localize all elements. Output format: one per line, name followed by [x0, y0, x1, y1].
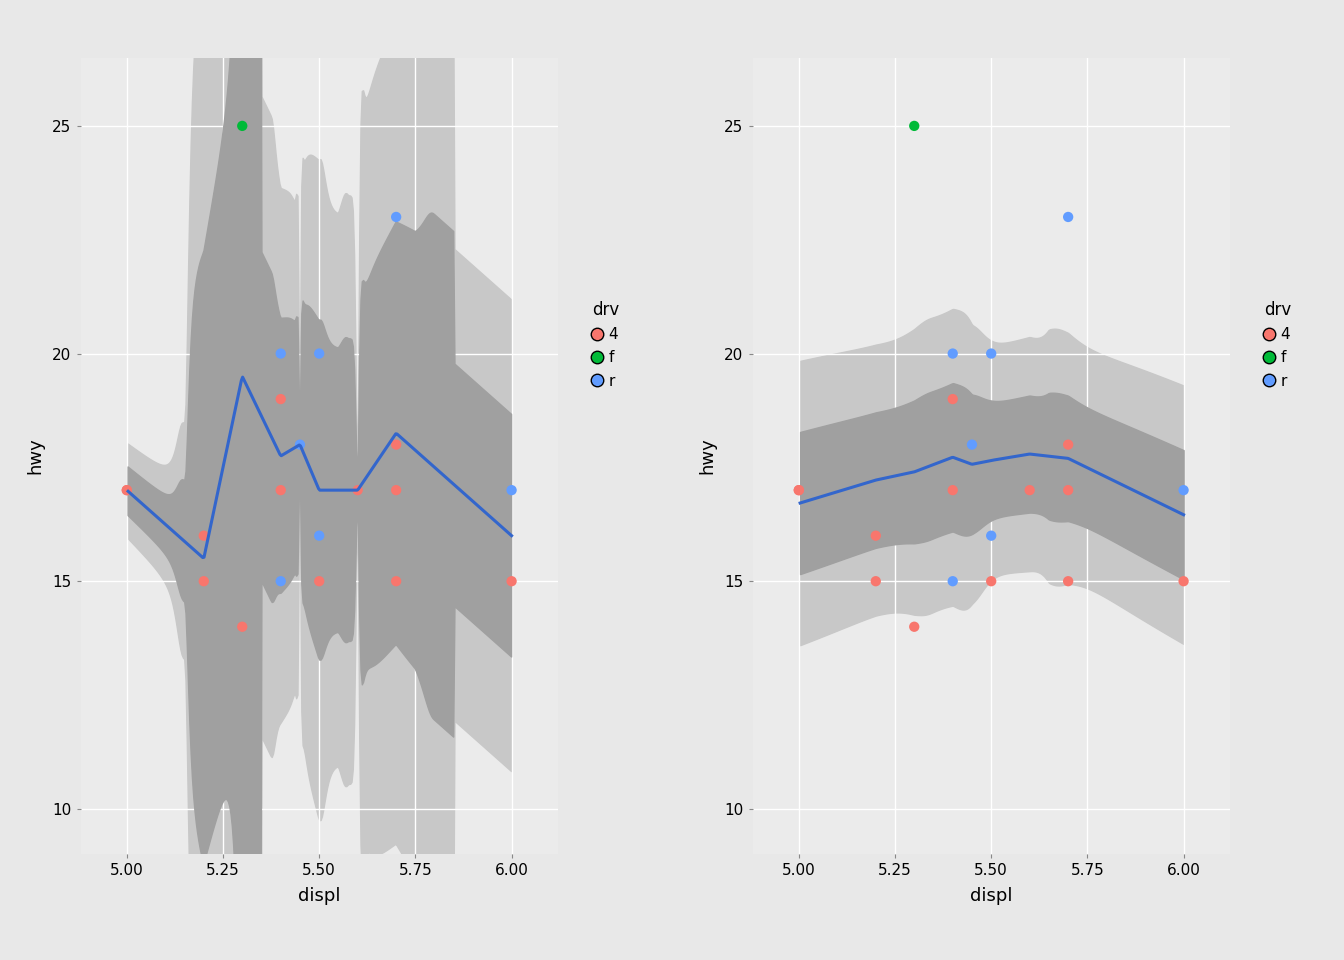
Point: [980, 346, 1001, 361]
Point: [903, 118, 925, 133]
Point: [1019, 483, 1040, 498]
Point: [980, 528, 1001, 543]
Point: [866, 528, 887, 543]
Point: [1058, 437, 1079, 452]
X-axis label: displ: displ: [970, 887, 1012, 904]
Point: [194, 573, 215, 588]
Point: [194, 528, 215, 543]
Y-axis label: hwy: hwy: [698, 438, 716, 474]
Point: [942, 573, 964, 588]
Point: [116, 483, 137, 498]
Legend: 4, f, r: 4, f, r: [1251, 288, 1304, 401]
Point: [1058, 573, 1079, 588]
Point: [270, 573, 292, 588]
Point: [501, 573, 523, 588]
Point: [942, 392, 964, 407]
Point: [386, 437, 407, 452]
Point: [116, 483, 137, 498]
Point: [386, 483, 407, 498]
Point: [788, 483, 809, 498]
Legend: 4, f, r: 4, f, r: [579, 288, 632, 401]
Point: [788, 483, 809, 498]
Point: [501, 483, 523, 498]
Point: [270, 483, 292, 498]
Point: [903, 619, 925, 635]
Point: [942, 483, 964, 498]
Point: [1058, 209, 1079, 225]
Point: [1173, 483, 1195, 498]
Point: [270, 392, 292, 407]
X-axis label: displ: displ: [298, 887, 340, 904]
Point: [961, 437, 982, 452]
Point: [866, 573, 887, 588]
Point: [270, 346, 292, 361]
Point: [942, 346, 964, 361]
Point: [980, 573, 1001, 588]
Point: [231, 118, 253, 133]
Point: [1058, 483, 1079, 498]
Point: [309, 346, 331, 361]
Point: [231, 619, 253, 635]
Point: [386, 209, 407, 225]
Point: [1173, 573, 1195, 588]
Y-axis label: hwy: hwy: [26, 438, 44, 474]
Point: [309, 573, 331, 588]
Point: [289, 437, 310, 452]
Point: [309, 528, 331, 543]
Point: [386, 573, 407, 588]
Point: [347, 483, 368, 498]
